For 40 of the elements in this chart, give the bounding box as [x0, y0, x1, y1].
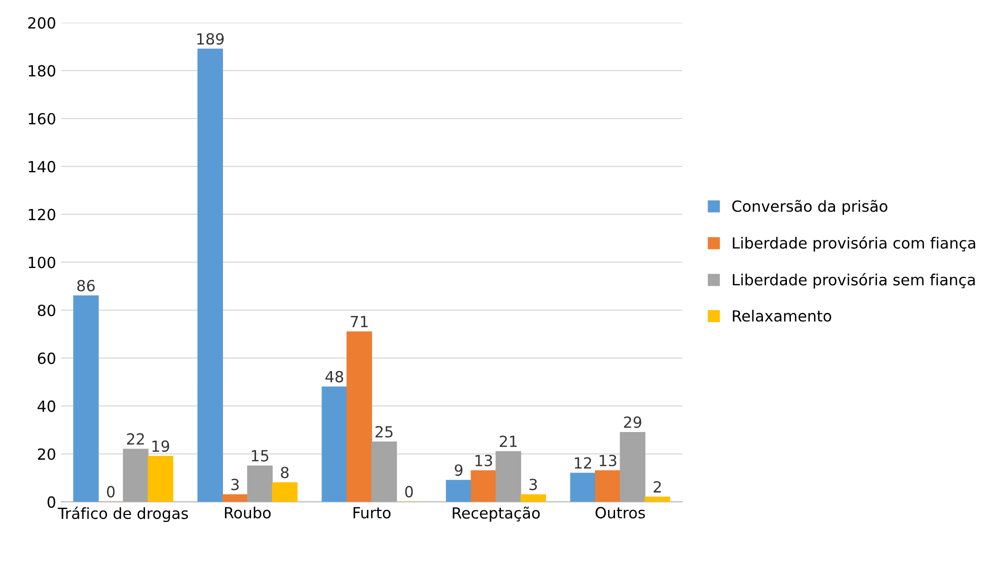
data-label: 3 — [530, 478, 537, 490]
y-tick-label: 200 — [28, 17, 56, 29]
data-label: 8 — [280, 466, 289, 478]
x-tick-label: Outros — [596, 506, 645, 518]
data-label: 21 — [500, 436, 517, 447]
y-tick-label: 100 — [28, 256, 56, 268]
y-tick-label: 60 — [38, 352, 56, 364]
data-label: 15 — [252, 450, 268, 462]
y-tick-label: 40 — [38, 400, 56, 412]
data-label: 12 — [574, 457, 592, 468]
y-tick-label: 180 — [28, 65, 56, 77]
x-tick-label: Roubo — [224, 506, 271, 518]
data-label: 0 — [405, 486, 413, 498]
data-label: 29 — [624, 416, 642, 428]
data-label: 22 — [127, 433, 144, 445]
y-tick-label: 20 — [38, 448, 56, 460]
data-label: 13 — [600, 454, 616, 466]
y-tick-label: 80 — [38, 304, 56, 316]
y-tick-label: 140 — [28, 160, 56, 172]
legend-label: Liberdade provisória sem fiança — [732, 273, 975, 288]
data-label: 19 — [152, 440, 170, 452]
data-label: 189 — [197, 33, 224, 45]
x-tick-label: Furto — [354, 507, 391, 518]
data-label: 0 — [106, 486, 115, 498]
data-label: 3 — [231, 478, 239, 490]
data-label: 48 — [325, 370, 344, 382]
data-label: 25 — [376, 426, 393, 438]
x-tick-label: Receptação — [452, 506, 540, 522]
legend-label: Liberdade provisória com fiança — [732, 236, 976, 252]
legend-label: Relaxamento — [732, 310, 832, 322]
x-tick-label: Tráfico de drogas — [58, 506, 188, 522]
data-label: 86 — [77, 280, 95, 292]
legend-label: Conversão da prisão — [732, 200, 888, 215]
data-label: 13 — [475, 454, 492, 466]
y-tick-label: 160 — [28, 112, 56, 125]
data-label: 71 — [350, 316, 368, 328]
data-label: 9 — [454, 464, 462, 476]
y-tick-label: 120 — [28, 208, 56, 220]
data-label: 2 — [654, 481, 661, 492]
y-tick-label: 0 — [48, 496, 56, 508]
